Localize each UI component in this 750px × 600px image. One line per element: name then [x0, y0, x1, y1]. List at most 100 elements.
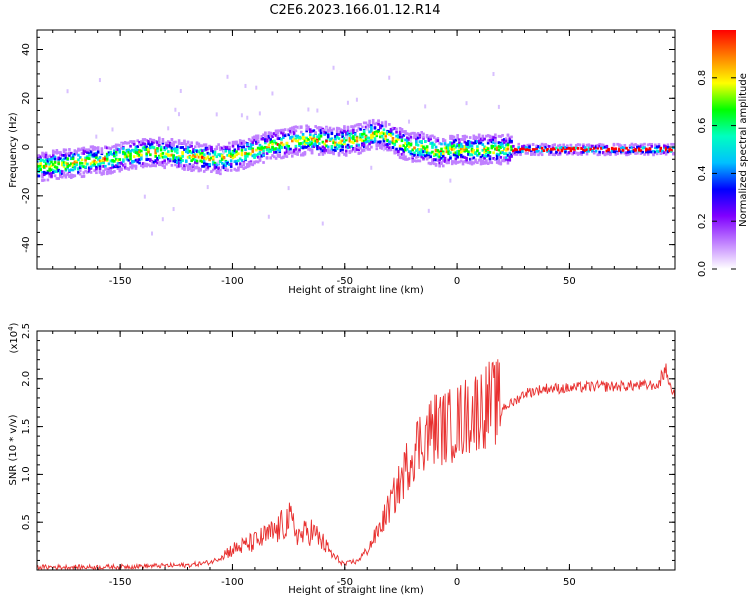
spectrogram-cell	[573, 148, 576, 151]
spectrogram-cell	[69, 162, 73, 166]
spectrogram-cell	[623, 146, 627, 150]
spectrogram-cell	[129, 140, 132, 143]
spectrogram-cell	[244, 166, 247, 169]
spectrogram-cell	[488, 157, 492, 161]
spectrogram-cell	[416, 148, 420, 151]
spectrogram-cell	[127, 141, 131, 145]
spectrogram-cell	[438, 141, 441, 145]
spectrogram-cell	[432, 162, 436, 166]
spectrogram-cell	[585, 150, 589, 153]
spectrogram-cell	[235, 168, 238, 172]
spectrogram-cell	[335, 135, 339, 139]
spectrogram-cell	[226, 146, 229, 150]
spectrogram-cell	[163, 161, 166, 165]
spectrogram-cell	[149, 153, 152, 157]
spectrogram-cell	[175, 165, 179, 169]
spectrogram-cell	[370, 129, 373, 133]
spectrogram-cell	[402, 156, 406, 160]
spectrogram-cell	[190, 159, 193, 163]
spectrogram-cell	[161, 138, 165, 141]
spectrogram-cell	[307, 137, 310, 141]
spectrogram-cell	[398, 146, 402, 149]
spectrogram-cell	[301, 141, 305, 145]
spectrogram-cell	[140, 153, 143, 157]
spectrogram-cell	[591, 149, 594, 153]
spectrogram-cell	[553, 143, 556, 147]
spectrogram-cell	[361, 143, 364, 147]
spectrogram-cell	[62, 148, 66, 152]
spectrogram-cell	[159, 148, 163, 152]
spectrogram-cell	[280, 128, 283, 132]
spectrogram-cell	[521, 147, 524, 151]
spectrogram-cell	[310, 151, 314, 155]
spectrogram-cell	[89, 166, 93, 170]
spectrogram-cell	[603, 152, 607, 156]
spectrogram-cell	[492, 145, 495, 148]
snr-y-axis: 0.51.01.52.02.5	[21, 323, 675, 561]
spectrogram-cell	[449, 156, 452, 160]
spectrogram-cell	[129, 154, 132, 158]
spectrogram-cell	[503, 146, 506, 150]
spectrogram-cell	[204, 143, 208, 147]
spectrogram-cell	[98, 167, 102, 170]
spectrogram-cell	[229, 168, 233, 172]
spectrogram-cell	[348, 145, 352, 149]
spectrogram-cell	[330, 132, 334, 136]
spectrogram-cell	[386, 139, 389, 143]
spectrogram-cell	[210, 170, 213, 174]
spectrogram-cell	[468, 153, 472, 157]
spectrogram-cell	[202, 161, 206, 165]
spectrogram-cell	[508, 155, 512, 159]
spectrogram-cell	[149, 146, 152, 150]
spectrogram-cell	[666, 150, 670, 154]
spectrogram-cell	[109, 168, 113, 172]
spectrogram-cell	[305, 124, 308, 128]
spectrogram-cell	[663, 151, 666, 155]
spectrogram-cell	[308, 141, 312, 144]
spectrogram-cell	[201, 144, 204, 148]
spectrogram-cell	[66, 163, 69, 167]
spectrogram-cell	[400, 128, 404, 132]
spectrogram-cell	[37, 174, 41, 178]
spectrogram-cell	[580, 150, 583, 154]
spectrogram-cell	[434, 145, 438, 149]
spectrogram-cell	[57, 151, 60, 155]
spectrogram-cell	[195, 159, 199, 163]
spectrogram-cell	[398, 156, 402, 159]
spectrogram-cell	[59, 157, 62, 161]
spectrogram-cell	[186, 165, 190, 169]
spectrogram-cell	[330, 151, 334, 154]
spectrogram-cell	[91, 160, 95, 164]
spectrogram-cell	[325, 144, 328, 148]
spectrogram-cell	[163, 165, 166, 169]
spectrogram-cell	[179, 146, 183, 149]
spectrogram-cell	[494, 144, 497, 148]
spectrogram-cell	[131, 148, 134, 152]
spectrogram-cell	[317, 134, 321, 138]
spectrogram-cell	[634, 152, 637, 155]
spectrogram-cell	[646, 143, 650, 147]
spectrogram-cell	[533, 153, 537, 156]
spectrogram-cell	[301, 137, 305, 140]
spectrogram-cell	[150, 140, 154, 144]
spectrogram-cell	[388, 140, 391, 144]
spectrogram-cell	[129, 157, 132, 161]
spectrogram-cell	[149, 164, 152, 168]
spectrogram-cell	[504, 139, 508, 143]
spectrogram-cell	[310, 142, 314, 145]
spectrogram-cell	[409, 142, 413, 145]
spectrogram-cell	[477, 152, 481, 156]
spectrogram-cell	[472, 151, 476, 154]
spectrogram-cell	[476, 161, 479, 165]
spectrogram-cell	[384, 143, 388, 147]
spectrogram-cell	[355, 123, 359, 127]
spectrogram-cell	[488, 150, 492, 154]
spectrogram-cell	[107, 171, 111, 175]
spectrogram-cell	[161, 155, 165, 159]
spectrogram-cell	[497, 153, 501, 157]
spectrogram-cell	[75, 151, 78, 155]
spectrogram-cell	[226, 161, 229, 165]
spectrogram-cell	[317, 153, 321, 156]
spectrogram-cell	[240, 151, 244, 155]
spectrogram-cell	[177, 156, 181, 160]
